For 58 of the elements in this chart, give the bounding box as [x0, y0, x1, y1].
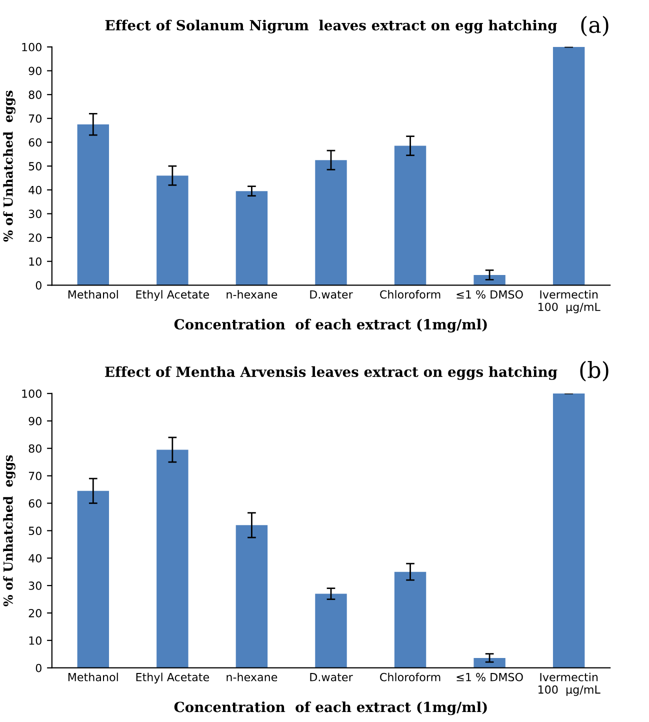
y-tick-label: 100: [22, 42, 42, 52]
x-tick-label: Methanol: [68, 672, 118, 682]
x-tick-label: Chloroform: [380, 672, 440, 682]
y-tick-label: 90: [28, 416, 42, 426]
x-tick-label: ≤1 % DMSO: [456, 290, 523, 299]
y-tick-label: 30: [28, 582, 42, 590]
bar: [315, 160, 347, 286]
y-tick-label: 0: [36, 281, 42, 290]
x-tick-label: n-hexane: [226, 290, 278, 299]
x-axis-title: Concentration of each extract (1mg/ml): [174, 318, 487, 332]
y-tick-label: 80: [28, 90, 42, 99]
y-tick-label: 90: [28, 66, 42, 76]
y-tick-label: 20: [28, 608, 42, 618]
bar: [77, 124, 110, 286]
x-tick-label: Ethyl Acetate: [136, 290, 209, 301]
bar: [394, 572, 426, 668]
bar: [156, 450, 188, 668]
bar: [394, 146, 426, 286]
bar: [474, 274, 506, 286]
y-tick-label: 10: [29, 257, 42, 266]
y-tick-label: 10: [29, 636, 42, 645]
bar: [474, 658, 506, 668]
y-axis-title: % of Unhatched eggs: [3, 455, 16, 606]
bar: [236, 525, 268, 668]
x-tick-label: Chloroform: [380, 290, 440, 299]
y-tick-label: 70: [28, 114, 42, 123]
bar: [552, 46, 585, 286]
bar: [77, 490, 110, 668]
bar: [236, 191, 268, 286]
x-tick-label: Ivermectin 100 µg/mL: [538, 672, 600, 696]
x-tick-label: n-hexane: [226, 672, 278, 682]
y-tick-label: 50: [28, 162, 42, 170]
x-tick-label: ≤1 % DMSO: [456, 672, 523, 682]
y-tick-label: 40: [28, 554, 42, 562]
y-tick-label: 40: [28, 186, 42, 194]
y-tick-label: 80: [28, 444, 42, 453]
x-axis-title: Concentration of each extract (1mg/ml): [174, 701, 487, 716]
bar: [315, 594, 347, 668]
chart-title: Effect of Mentha Arvensis leaves extract on eggs hatching: [105, 366, 558, 380]
y-tick-label: 50: [28, 526, 42, 536]
y-tick-label: 70: [28, 472, 42, 480]
y-tick-label: 0: [36, 664, 42, 672]
x-tick-label: Methanol: [68, 290, 118, 299]
y-axis-title: % of Unhatched eggs: [3, 90, 16, 242]
y-tick-label: 100: [22, 389, 42, 398]
x-tick-label: Ivermectin 100 µg/mL: [538, 290, 600, 314]
bar: [156, 176, 188, 286]
text: (b): [580, 361, 608, 382]
y-tick-label: 60: [28, 138, 42, 147]
x-tick-label: D.water: [310, 673, 353, 682]
y-tick-label: 30: [28, 210, 42, 218]
y-tick-label: 20: [28, 234, 42, 242]
chart-title: Effect of Solanum Nigrum leaves extract on egg hatching: [105, 20, 557, 34]
text: (a): [581, 16, 608, 36]
x-tick-label: Ethyl Acetate: [136, 672, 209, 684]
y-tick-label: 60: [28, 499, 42, 508]
x-tick-label: D.water: [310, 290, 353, 299]
bar: [552, 393, 585, 668]
